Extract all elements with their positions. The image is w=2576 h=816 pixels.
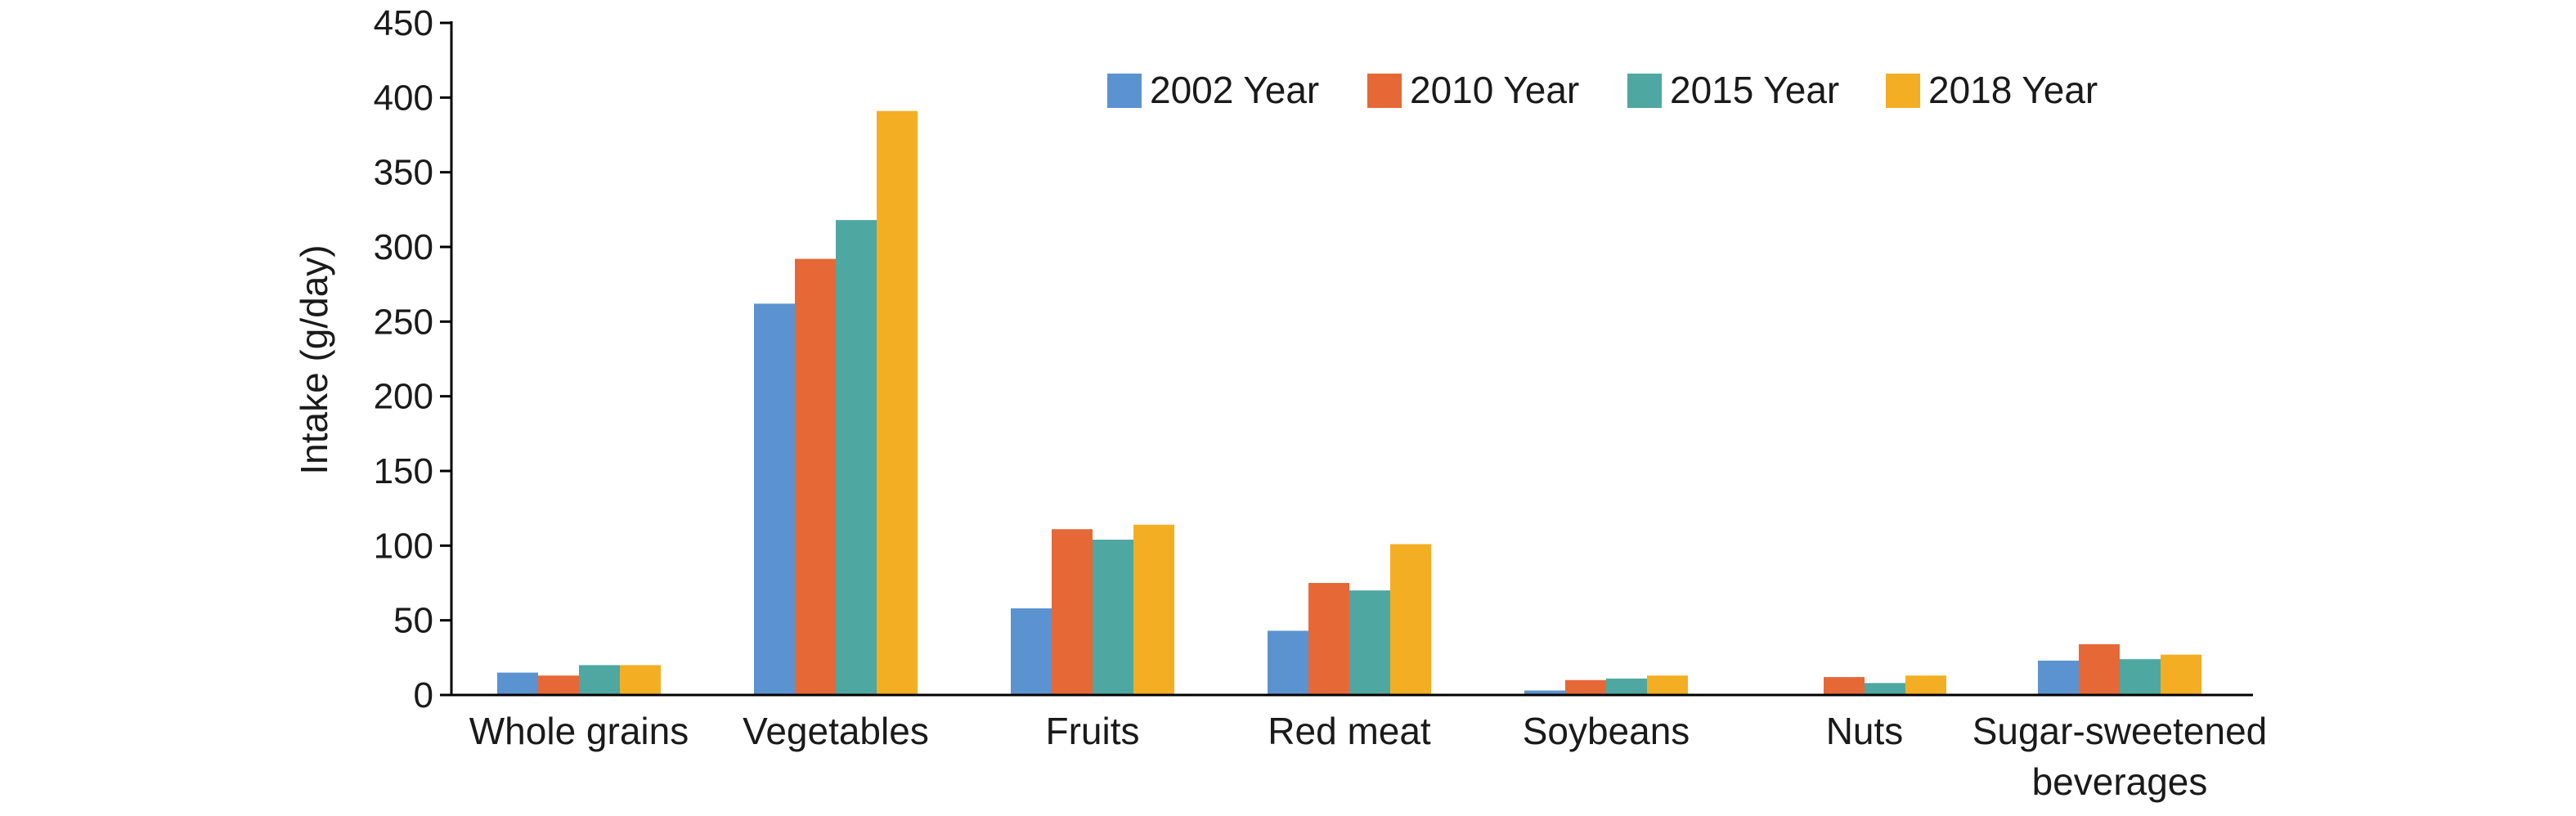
x-tick-label-3: Fruits bbox=[1046, 710, 1140, 752]
legend-swatch-4 bbox=[1886, 74, 1920, 108]
y-tick-label-2: 50 bbox=[393, 601, 433, 641]
bar-2-4 bbox=[1308, 583, 1349, 695]
bar-1-7 bbox=[2038, 660, 2079, 695]
bar-2-6 bbox=[1824, 677, 1865, 695]
bar-4-6 bbox=[1905, 675, 1946, 695]
y-ticks-layer: 0 50 100 150 200 250 300 350 400 450 bbox=[374, 3, 451, 715]
bar-4-4 bbox=[1390, 544, 1431, 695]
x-labels-layer: Whole grains Vegetables Fruits Red meat Soyb… bbox=[469, 710, 2268, 803]
legend-swatch-2 bbox=[1367, 74, 1402, 108]
legend-label-3: 2015 Year bbox=[1670, 69, 1839, 111]
x-tick-label-7-line-1: Sugar-sweetened bbox=[1972, 710, 2268, 752]
bar-3-3 bbox=[1093, 540, 1133, 695]
y-axis-title: Intake (g/day) bbox=[293, 244, 335, 474]
legend: 2002 Year 2010 Year 2015 Year 2018 Year bbox=[1107, 69, 2098, 111]
y-tick-label-9: 400 bbox=[374, 78, 433, 118]
x-tick-label-1-line-1: Whole grains bbox=[469, 710, 689, 752]
bar-2-1 bbox=[538, 675, 579, 695]
legend-label-2: 2010 Year bbox=[1410, 69, 1579, 111]
bar-4-5 bbox=[1647, 675, 1688, 695]
bar-1-1 bbox=[497, 672, 538, 695]
y-tick-label-10: 450 bbox=[374, 3, 433, 43]
axes-layer bbox=[450, 21, 2253, 697]
x-tick-label-2-line-1: Vegetables bbox=[743, 710, 929, 752]
y-tick-label-3: 100 bbox=[374, 526, 433, 566]
bar-1-3 bbox=[1011, 608, 1052, 695]
x-tick-label-7: Sugar-sweetened beverages bbox=[1972, 710, 2268, 803]
bar-3-5 bbox=[1606, 678, 1647, 695]
x-tick-label-2: Vegetables bbox=[743, 710, 929, 752]
bar-2-3 bbox=[1052, 529, 1093, 695]
legend-label-1: 2002 Year bbox=[1150, 69, 1319, 111]
x-tick-label-4-line-1: Red meat bbox=[1268, 710, 1431, 752]
bars-layer bbox=[497, 110, 2201, 696]
bar-1-4 bbox=[1268, 630, 1308, 695]
y-tick-label-8: 350 bbox=[374, 153, 433, 193]
x-tick-label-7-line-2: beverages bbox=[2032, 760, 2208, 803]
y-tick-label-4: 150 bbox=[374, 451, 433, 491]
bar-3-4 bbox=[1349, 590, 1390, 695]
x-tick-label-6-line-1: Nuts bbox=[1826, 710, 1904, 752]
y-tick-label-5: 200 bbox=[374, 377, 433, 417]
bar-3-2 bbox=[836, 220, 877, 695]
x-tick-label-4: Red meat bbox=[1268, 710, 1431, 752]
y-tick-label-1: 0 bbox=[414, 675, 433, 715]
bar-4-7 bbox=[2161, 654, 2201, 695]
bar-3-6 bbox=[1865, 683, 1905, 695]
bar-3-7 bbox=[2120, 659, 2161, 695]
bar-3-1 bbox=[579, 665, 620, 695]
x-tick-label-5: Soybeans bbox=[1523, 710, 1690, 752]
legend-swatch-3 bbox=[1627, 74, 1662, 108]
legend-label-4: 2018 Year bbox=[1928, 69, 2098, 111]
x-tick-label-5-line-1: Soybeans bbox=[1523, 710, 1690, 752]
y-tick-label-7: 300 bbox=[374, 227, 433, 267]
bar-1-5 bbox=[1524, 690, 1565, 695]
x-tick-label-3-line-1: Fruits bbox=[1046, 710, 1140, 752]
bar-1-2 bbox=[754, 303, 795, 695]
bar-4-2 bbox=[877, 110, 918, 696]
x-tick-label-6: Nuts bbox=[1826, 710, 1904, 752]
bar-2-7 bbox=[2079, 643, 2120, 695]
bar-2-5 bbox=[1565, 679, 1606, 695]
bar-2-2 bbox=[795, 258, 836, 695]
bar-4-3 bbox=[1133, 524, 1174, 695]
legend-swatch-1 bbox=[1107, 74, 1142, 108]
y-tick-label-6: 250 bbox=[374, 302, 433, 342]
bar-4-1 bbox=[620, 665, 661, 695]
x-tick-label-1: Whole grains bbox=[469, 710, 689, 752]
